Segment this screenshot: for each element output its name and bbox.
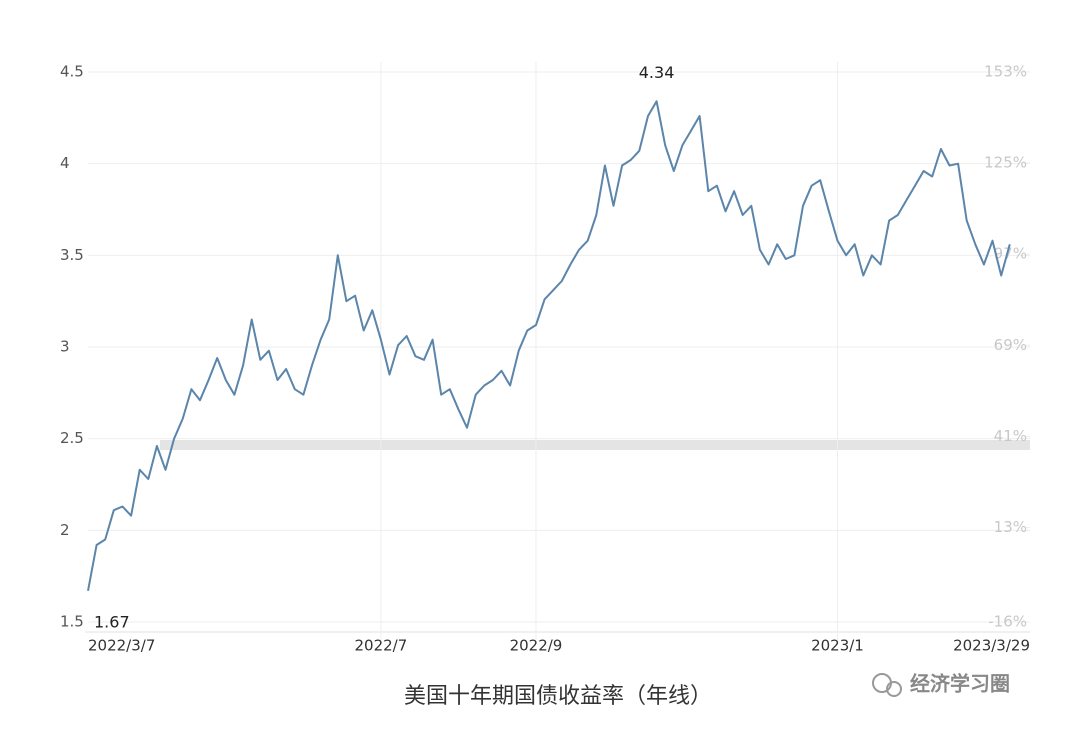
x-tick-label: 2023/3/29 <box>953 637 1030 655</box>
watermark: 经济学习圈 <box>910 672 1010 696</box>
watermark-icon <box>872 673 902 697</box>
caption: 美国十年期国债收益率（年线） <box>404 684 712 709</box>
x-tick-label: 2022/3/7 <box>88 637 155 655</box>
value-annotation: 4.34 <box>639 63 675 82</box>
y-tick-label: 4 <box>60 154 70 172</box>
y2-tick-label: 125% <box>984 154 1027 172</box>
y-tick-label: 1.5 <box>60 613 84 631</box>
y2-tick-label: 13% <box>994 518 1027 536</box>
y2-tick-label: 153% <box>984 63 1027 81</box>
y2-tick-label: -16% <box>988 613 1027 631</box>
y-tick-label: 3.5 <box>60 246 84 264</box>
value-annotation: 1.67 <box>94 612 130 631</box>
line-series <box>87 100 1011 591</box>
y2-tick-label: 41% <box>994 427 1027 445</box>
y-tick-label: 2 <box>60 521 70 539</box>
y-tick-label: 3 <box>60 338 70 356</box>
x-tick-label: 2022/9 <box>510 637 563 655</box>
reference-band <box>160 440 1030 450</box>
y2-tick-label: 97% <box>994 245 1027 263</box>
y2-tick-label: 69% <box>994 336 1027 354</box>
x-tick-label: 2022/7 <box>355 637 408 655</box>
y-tick-label: 4.5 <box>60 63 84 81</box>
x-tick-label: 2023/1 <box>811 637 864 655</box>
y-tick-label: 2.5 <box>60 429 84 447</box>
